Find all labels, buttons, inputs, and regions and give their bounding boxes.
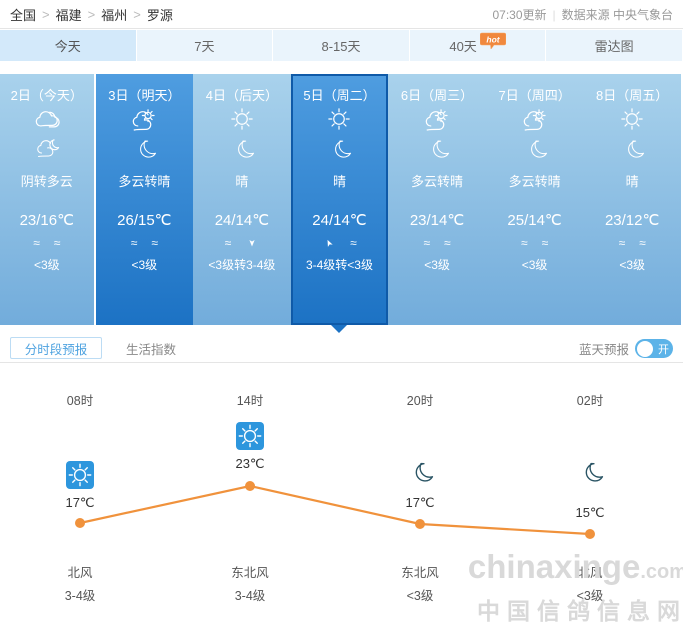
svg-text:hot: hot (486, 34, 500, 44)
